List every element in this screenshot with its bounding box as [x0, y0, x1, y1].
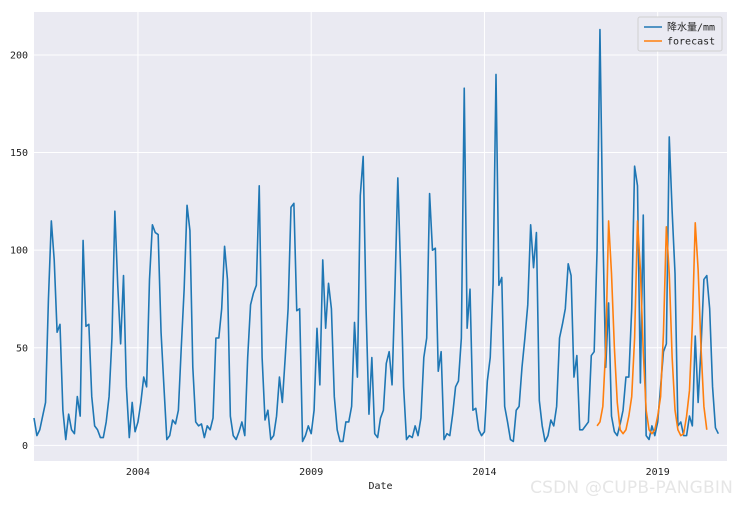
- legend-entry: forecast: [667, 37, 715, 48]
- x-tick-label: 2009: [299, 467, 323, 478]
- y-tick-label: 150: [10, 148, 28, 159]
- series-line-0: [33, 28, 720, 443]
- y-tick-label: 50: [16, 343, 28, 354]
- tick-labels: 0 50 100 150 200 2004 2009 2014 2019: [10, 50, 670, 478]
- x-axis-label: Date: [368, 481, 392, 492]
- series-line-1: [596, 220, 708, 437]
- gridlines: [34, 12, 727, 461]
- y-tick-label: 100: [10, 246, 28, 257]
- series-layer: [33, 28, 720, 443]
- x-tick-label: 2014: [472, 467, 496, 478]
- watermark: CSDN @CUPB-PANGBIN: [530, 478, 733, 498]
- legend-box: [637, 16, 723, 52]
- y-tick-label: 0: [22, 441, 28, 452]
- legend-entry: 降水量/mm: [667, 21, 715, 34]
- legend: 降水量/mm forecast: [637, 16, 723, 52]
- x-tick-label: 2019: [646, 467, 670, 478]
- y-tick-label: 200: [10, 50, 28, 61]
- x-tick-label: 2004: [126, 467, 150, 478]
